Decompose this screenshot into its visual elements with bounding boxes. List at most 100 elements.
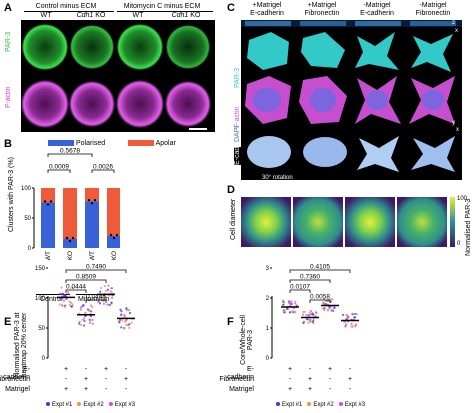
heatmap-4 <box>397 197 447 247</box>
b-pvalue-2-bracket <box>47 169 71 173</box>
b-bar-polarised <box>85 201 99 248</box>
b-point <box>112 236 116 240</box>
f-cell: + <box>307 376 313 383</box>
panel-d-heatmaps <box>241 197 447 247</box>
f-point <box>311 313 315 316</box>
e-point <box>128 323 131 326</box>
e-point <box>106 288 110 291</box>
f-pvalue-3: 0.0107 <box>290 284 310 291</box>
panel-a-factin-row <box>21 80 211 128</box>
e-ytick-label: 150 <box>35 266 46 272</box>
group-mitomycin: Mitomycin <box>78 296 110 303</box>
panel-b-ylabel: Clusters with PAR-3 (%) <box>8 157 15 232</box>
b-point <box>71 236 75 240</box>
e-point <box>67 290 70 293</box>
cell-rot-1 <box>247 136 291 168</box>
f-point <box>312 319 315 322</box>
f-point <box>288 302 291 305</box>
e-point <box>62 299 66 302</box>
group-line-mitomycin <box>76 294 112 295</box>
xz-cell-4 <box>410 21 456 26</box>
b-bar-apolar <box>63 188 77 239</box>
e-point <box>58 303 61 306</box>
f-point <box>282 301 285 304</box>
legend-e-expt1: Expt #1 <box>46 402 72 408</box>
f-point <box>346 315 350 318</box>
f-point <box>307 314 310 317</box>
e-pvalue-4: 0.0445 <box>86 294 106 301</box>
f-point <box>283 311 286 314</box>
f-point <box>327 305 331 308</box>
e-point <box>121 319 124 322</box>
panel-a-micrographs <box>21 20 215 132</box>
b-pvalue-3-bracket <box>91 169 115 173</box>
e-cell: - <box>124 366 128 373</box>
panel-a-col-4: Cdh1 KO <box>171 12 201 19</box>
e-point <box>107 284 110 287</box>
f-point <box>333 306 336 309</box>
e-pvalue-1-bracket <box>65 269 127 273</box>
f-point <box>350 325 353 328</box>
b-bar-apolar <box>41 188 55 203</box>
b-bar-label: Cdh1 KO <box>111 251 118 260</box>
panel-c-par3-row <box>247 32 453 72</box>
panel-c-xz-strip <box>241 20 462 27</box>
e-pvalue-4-bracket <box>85 299 107 303</box>
e-point <box>119 308 122 311</box>
f-point <box>310 309 313 313</box>
e-pvalue-3: 0.0444 <box>66 284 86 291</box>
e-point <box>102 300 105 303</box>
panel-a-col-1: WT <box>40 12 52 19</box>
e-point <box>89 319 92 322</box>
f-point <box>305 318 309 321</box>
f-point <box>302 320 306 323</box>
axis-z: z <box>452 20 455 26</box>
e-point <box>89 321 92 324</box>
e-cell: + <box>123 376 129 383</box>
panel-a-par3-row <box>22 24 210 70</box>
f-point <box>283 309 286 312</box>
panel-c-label: C <box>227 2 235 14</box>
e-point <box>71 303 74 306</box>
e-point <box>87 309 90 312</box>
f-cell: + <box>347 376 353 383</box>
f-point <box>315 311 318 315</box>
colorbar-tick-max: 100 <box>457 196 468 202</box>
f-pvalue-2: 0.7360 <box>300 274 320 281</box>
e-point <box>89 304 93 307</box>
micrograph-factin-wt-control <box>21 80 69 128</box>
panel-c-col-1: +Matrigel E-cadherin <box>250 2 284 17</box>
e-point <box>83 319 86 323</box>
e-pvalue-3-bracket <box>65 289 87 293</box>
e-cell: - <box>84 366 88 373</box>
legend-apolar: Apolar <box>128 140 176 148</box>
f-point <box>289 311 292 314</box>
panel-f-ylabel: Core/Whole-cell PAR-3 <box>240 315 254 365</box>
f-pvalue-4: 0.0058 <box>310 294 330 301</box>
panel-a-label: A <box>4 2 12 14</box>
b-pvalue-3: 0.0026 <box>93 164 113 171</box>
f-pvalue-4-bracket <box>309 299 331 303</box>
f-point <box>312 322 315 325</box>
panel-f-label: F <box>227 316 234 328</box>
axis-x-top: x <box>455 28 458 34</box>
e-point <box>125 323 128 326</box>
panel-c-col-2: +Matrigel Fibronectin <box>304 2 340 17</box>
e-point <box>91 322 94 325</box>
b-bar-label: Cdh1 KO <box>67 251 74 260</box>
f-ytick-label: 1 <box>266 326 270 332</box>
e-point <box>78 320 81 324</box>
f-point <box>292 307 296 310</box>
b-point <box>43 200 47 203</box>
legend-apolar-swatch <box>128 140 154 147</box>
e-point <box>110 287 113 290</box>
e-point <box>104 289 108 293</box>
e-point <box>79 306 83 309</box>
cell-rot-3 <box>357 136 399 172</box>
b-point <box>87 199 91 202</box>
f-point <box>294 310 297 314</box>
e-point <box>79 308 82 311</box>
f-cell: - <box>348 386 352 393</box>
e-cell: - <box>124 386 128 393</box>
